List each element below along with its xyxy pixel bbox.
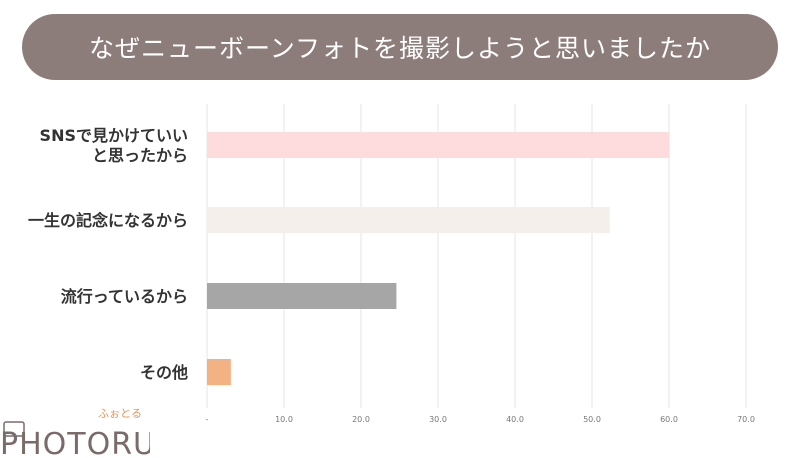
logo-text: PHOTORU (0, 427, 150, 458)
x-tick-label: 40.0 (506, 415, 524, 424)
category-label: 一生の記念になるから (28, 211, 188, 230)
x-tick-label: 60.0 (660, 415, 678, 424)
x-tick-label: 10.0 (275, 415, 293, 424)
bar (207, 359, 231, 385)
x-tick-label: 30.0 (429, 415, 447, 424)
category-label: SNSで見かけていい (40, 126, 188, 145)
bar (207, 283, 397, 309)
chart-title: なぜニューボーンフォトを撮影しようと思いましたか (88, 34, 711, 63)
x-tick-label: 20.0 (352, 415, 370, 424)
title-banner: なぜニューボーンフォトを撮影しようと思いましたか (22, 14, 778, 80)
logo-kana: ふぉとる (98, 407, 142, 420)
x-tick-label: 50.0 (583, 415, 601, 424)
camera-icon (3, 421, 25, 437)
bar (207, 207, 610, 233)
category-label: その他 (140, 363, 188, 382)
x-tick-label: 70.0 (737, 415, 755, 424)
photoru-logo: ふぉとる PHOTORU (0, 407, 150, 458)
x-tick-label: - (206, 415, 209, 424)
category-label: 流行っているから (61, 287, 188, 306)
bar (207, 132, 669, 158)
category-label: と思ったから (92, 146, 188, 165)
